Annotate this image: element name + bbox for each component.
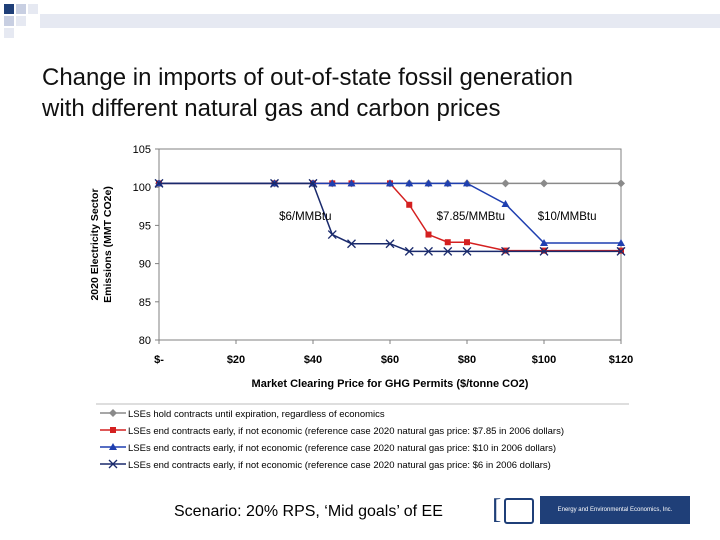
slide-title: Change in imports of out-of-state fossil…	[42, 62, 702, 124]
y-axis-title: 2020 Electricity SectorEmissions (MMT CO…	[89, 186, 114, 303]
legend-entry: LSEs hold contracts until expiration, re…	[100, 409, 385, 420]
company-logo: [ Energy and Environmental Economics, In…	[492, 496, 692, 526]
series-4-point	[424, 246, 433, 256]
series-3-point	[405, 179, 414, 187]
series-4-point	[616, 246, 626, 256]
y-tick-label: 85	[139, 297, 151, 309]
y-axis-title-line-2: Emissions (MMT CO2e)	[102, 186, 114, 303]
series-2-point	[464, 239, 470, 246]
series-4-point	[385, 239, 395, 249]
price-annotation: $7.85/MMBtu	[437, 211, 505, 223]
series-1-point	[501, 179, 510, 188]
x-tick-label: $-	[154, 354, 164, 366]
legend-swatch-marker	[110, 427, 116, 433]
y-tick-label: 105	[133, 144, 151, 156]
price-annotation: $6/MMBtu	[279, 211, 331, 223]
x-tick-label: $80	[458, 354, 476, 366]
series-1-point	[540, 179, 548, 188]
price-annotation: $10/MMBtu	[538, 211, 597, 223]
series-3-point	[347, 179, 356, 187]
slide-title-line-1: Change in imports of out-of-state fossil…	[42, 64, 573, 91]
y-tick-label: 90	[139, 259, 151, 271]
series-4-point	[327, 230, 337, 240]
series-4-point	[501, 246, 510, 256]
logo-bracket: [	[492, 494, 502, 525]
series-4-point	[462, 246, 472, 256]
x-tick-label: $100	[532, 354, 556, 366]
y-axis-title-line-1: 2020 Electricity Sector	[89, 188, 101, 300]
legend-label: LSEs hold contracts until expiration, re…	[128, 409, 385, 420]
series-3-point	[443, 179, 452, 187]
legend-label: LSEs end contracts early, if not economi…	[128, 426, 564, 437]
slide-corner-decoration	[4, 4, 38, 38]
legend-entry: LSEs end contracts early, if not economi…	[100, 443, 556, 454]
x-tick-label: $20	[227, 354, 245, 366]
series-3-point	[386, 179, 394, 187]
legend-swatch-marker	[109, 443, 117, 450]
series-4-point	[270, 178, 279, 188]
logo-text: Energy and Environmental Economics, Inc.	[540, 496, 690, 524]
series-4-point	[443, 246, 453, 256]
series-3-point	[501, 200, 510, 208]
logo-mark-icon	[504, 498, 534, 524]
series-2-point	[406, 201, 413, 208]
legend-label: LSEs end contracts early, if not economi…	[128, 443, 556, 454]
series-4-point	[154, 178, 164, 188]
slide-title-line-2: with different natural gas and carbon pr…	[42, 95, 501, 122]
series-4-point	[539, 246, 549, 256]
legend-entry: LSEs end contracts early, if not economi…	[100, 426, 564, 437]
legend-entry: LSEs end contracts early, if not economi…	[100, 459, 551, 471]
series-4-point	[308, 178, 318, 188]
series-3-point	[540, 238, 548, 246]
series-2-point	[425, 231, 432, 238]
series-4-point	[404, 246, 414, 256]
x-axis-title: Market Clearing Price for GHG Permits ($…	[252, 378, 529, 390]
series-4-point	[347, 239, 356, 249]
scenario-caption: Scenario: 20% RPS, ‘Mid goals’ of EE	[174, 503, 443, 520]
y-tick-label: 95	[139, 220, 151, 232]
series-3-point	[617, 238, 625, 246]
y-tick-label: 80	[139, 335, 151, 347]
legend-label: LSEs end contracts early, if not economi…	[128, 460, 551, 471]
series-2-point	[444, 239, 451, 246]
series-1-point	[617, 179, 625, 188]
series-3-point	[424, 179, 433, 187]
legend-swatch-marker	[109, 409, 117, 417]
y-tick-label: 100	[133, 182, 151, 194]
x-tick-label: $60	[381, 354, 399, 366]
x-tick-label: $40	[304, 354, 322, 366]
series-3-point	[328, 179, 337, 187]
legend-swatch-marker	[108, 459, 118, 469]
x-tick-label: $120	[609, 354, 633, 366]
slide-header-bar	[40, 14, 720, 28]
series-3-point	[463, 179, 471, 187]
